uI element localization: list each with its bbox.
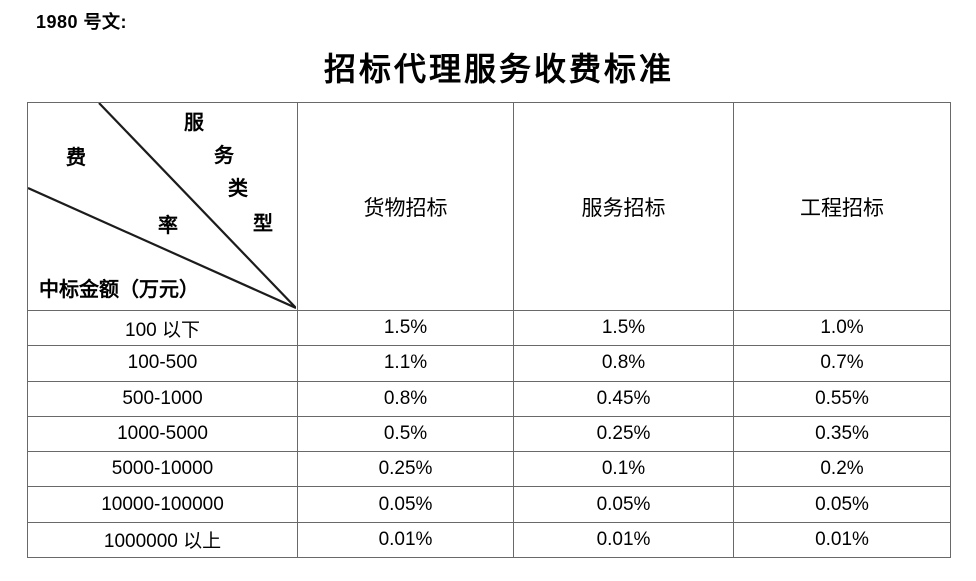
rate-cell-goods: 1.5% bbox=[297, 309, 514, 347]
table-row: 500-1000 0.8% 0.45% 0.55% bbox=[27, 380, 951, 417]
amount-range-cell: 10000-100000 bbox=[27, 486, 298, 523]
rate-cell-service: 1.5% bbox=[513, 309, 734, 347]
amount-range-cell: 1000-5000 bbox=[27, 415, 298, 453]
corner-label-service-char-1: 服 bbox=[184, 112, 204, 134]
rate-cell-goods: 0.5% bbox=[297, 415, 514, 453]
page-title: 招标代理服务收费标准 bbox=[323, 51, 674, 87]
rate-cell-engineering: 0.01% bbox=[733, 521, 951, 559]
table-row: 100-500 1.1% 0.8% 0.7% bbox=[27, 345, 951, 382]
rate-cell-engineering: 0.7% bbox=[733, 345, 951, 382]
rate-cell-service: 0.1% bbox=[513, 451, 734, 488]
corner-label-service-char-2: 务 bbox=[214, 145, 234, 167]
table-row: 1000-5000 0.5% 0.25% 0.35% bbox=[27, 415, 951, 453]
amount-range-cell: 100 以下 bbox=[27, 309, 298, 347]
amount-range-cell: 1000000 以上 bbox=[27, 521, 298, 559]
corner-label-service-char-4: 型 bbox=[253, 213, 273, 235]
diagonal-split-header-cell: 服 务 类 型 费 率 中标金额（万元） bbox=[27, 102, 298, 311]
rate-cell-engineering: 0.35% bbox=[733, 415, 951, 453]
table-row: 10000-100000 0.05% 0.05% 0.05% bbox=[27, 486, 951, 523]
rate-cell-goods: 0.05% bbox=[297, 486, 514, 523]
corner-label-fee-char: 费 bbox=[66, 147, 86, 169]
column-header-goods: 货物招标 bbox=[297, 102, 514, 311]
rate-cell-service: 0.01% bbox=[513, 521, 734, 559]
table-row: 100 以下 1.5% 1.5% 1.0% bbox=[27, 309, 951, 347]
table-row: 1000000 以上 0.01% 0.01% 0.01% bbox=[27, 521, 951, 559]
corner-label-amount: 中标金额（万元） bbox=[39, 279, 199, 301]
rate-cell-engineering: 0.05% bbox=[733, 486, 951, 523]
diagonal-lines bbox=[28, 103, 296, 309]
rate-cell-goods: 0.8% bbox=[297, 380, 514, 417]
rate-cell-goods: 0.01% bbox=[297, 521, 514, 559]
fee-standard-table: 服 务 类 型 费 率 中标金额（万元） 货物招标 服务招标 工程招标 100 … bbox=[27, 102, 951, 559]
column-header-engineering: 工程招标 bbox=[733, 102, 951, 311]
rate-cell-engineering: 0.2% bbox=[733, 451, 951, 488]
rate-cell-engineering: 0.55% bbox=[733, 380, 951, 417]
amount-range-cell: 500-1000 bbox=[27, 380, 298, 417]
corner-label-rate-char: 率 bbox=[158, 215, 178, 237]
document-ref-number: 1980 号文: bbox=[36, 12, 128, 32]
table-row: 5000-10000 0.25% 0.1% 0.2% bbox=[27, 451, 951, 488]
rate-cell-service: 0.05% bbox=[513, 486, 734, 523]
corner-label-service-char-3: 类 bbox=[228, 178, 248, 200]
column-header-service: 服务招标 bbox=[513, 102, 734, 311]
amount-range-cell: 5000-10000 bbox=[27, 451, 298, 488]
rate-cell-service: 0.45% bbox=[513, 380, 734, 417]
rate-cell-goods: 1.1% bbox=[297, 345, 514, 382]
header-row: 服 务 类 型 费 率 中标金额（万元） 货物招标 服务招标 工程招标 bbox=[27, 102, 951, 311]
rate-cell-service: 0.25% bbox=[513, 415, 734, 453]
rate-cell-engineering: 1.0% bbox=[733, 309, 951, 347]
rate-cell-service: 0.8% bbox=[513, 345, 734, 382]
rate-cell-goods: 0.25% bbox=[297, 451, 514, 488]
amount-range-cell: 100-500 bbox=[27, 345, 298, 382]
